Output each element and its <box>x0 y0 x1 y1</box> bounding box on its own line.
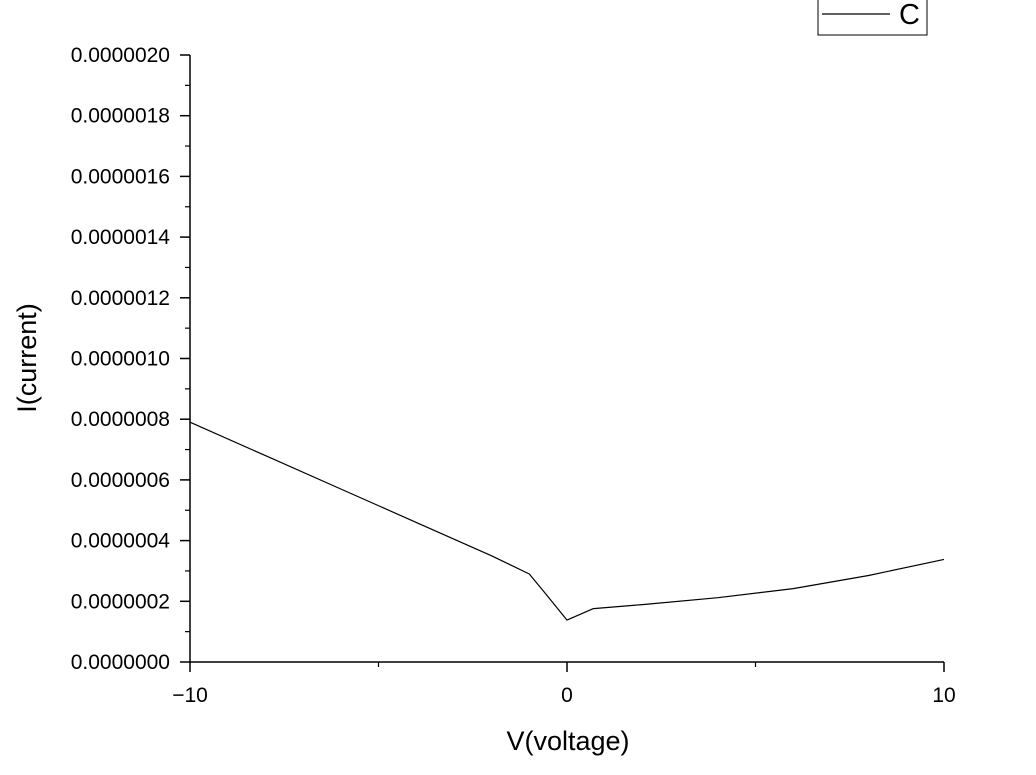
legend-entry-label: C <box>899 0 920 31</box>
y-tick-label: 0.0000004 <box>71 530 171 553</box>
y-tick-label: 0.0000008 <box>71 408 170 431</box>
x-tick-label: 0 <box>561 684 573 707</box>
plot-area <box>189 421 945 621</box>
y-tick-label: 0.0000002 <box>71 590 170 613</box>
x-tick-label: 10 <box>932 684 955 707</box>
y-tick-label: 0.0000010 <box>71 348 170 371</box>
x-axis-label: V(voltage) <box>506 726 629 756</box>
y-tick-label: 0.0000012 <box>71 287 170 310</box>
legend-box <box>817 0 928 36</box>
x-tick-label: −10 <box>172 684 208 707</box>
y-tick-label: 0.0000016 <box>71 165 170 188</box>
y-axis-label: I(current) <box>12 303 42 413</box>
y-tick-label: 0.0000000 <box>71 651 170 674</box>
y-tick-label: 0.0000006 <box>71 469 170 492</box>
y-tick-label: 0.0000020 <box>71 44 170 67</box>
y-tick-label: 0.0000018 <box>71 105 170 128</box>
y-tick-label: 0.0000014 <box>71 226 171 249</box>
axes: 0.0000000 0.0000002 0.0000004 0.0000006 0.00… <box>71 44 956 707</box>
legend: C <box>817 0 928 36</box>
series-line <box>189 421 945 621</box>
